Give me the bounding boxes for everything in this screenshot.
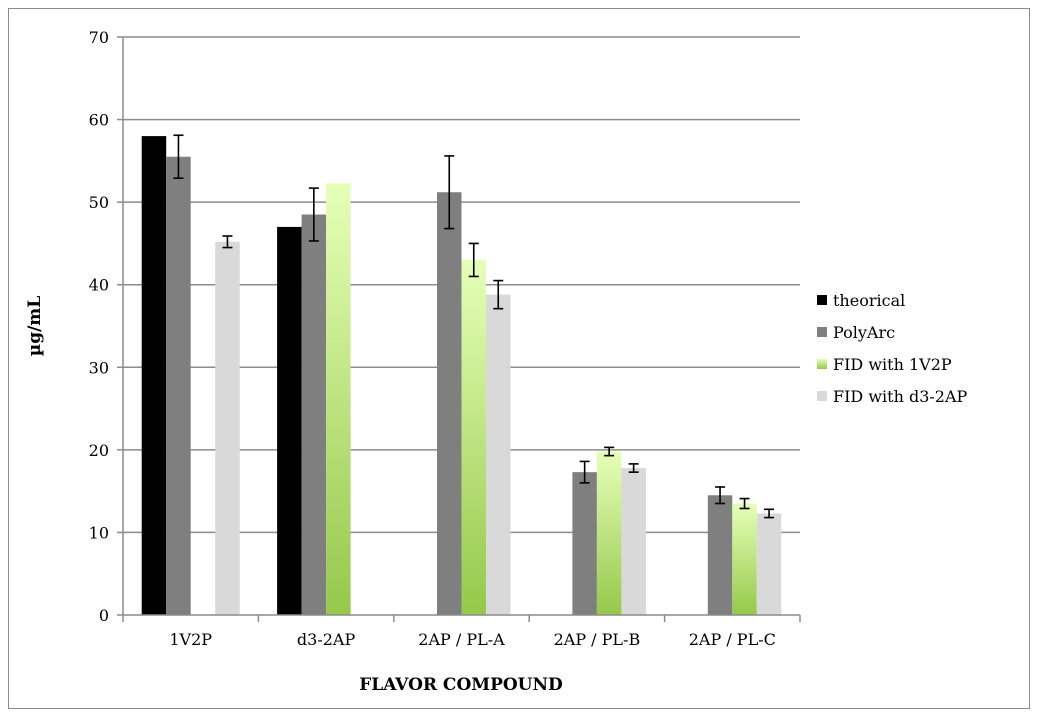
legend-label: theorical xyxy=(833,291,905,310)
y-tick-label: 70 xyxy=(89,28,109,47)
legend-swatch xyxy=(817,327,827,337)
bar-theorical xyxy=(141,136,167,616)
x-tick-label: d3-2AP xyxy=(297,630,356,649)
bar-polyarc xyxy=(437,192,462,615)
y-tick-label: 0 xyxy=(99,606,109,625)
legend-label: PolyArc xyxy=(833,323,895,342)
bar-fid-with-1v2p xyxy=(732,503,757,615)
legend-swatch xyxy=(817,391,827,401)
y-tick-label: 30 xyxy=(89,358,109,377)
bar-fid-with-d3-2ap xyxy=(621,468,646,615)
bar-fid-with-d3-2ap xyxy=(756,513,782,615)
bar-polyarc xyxy=(572,472,597,615)
legend-swatch xyxy=(817,295,827,305)
bar-polyarc xyxy=(301,214,327,615)
bar-fid-with-d3-2ap xyxy=(486,294,511,615)
bar-fid-with-d3-2ap xyxy=(215,241,240,615)
y-tick-label: 60 xyxy=(89,111,109,130)
axes: 0 10 20 30 40 50 60 70 1V2P d3-2AP 2AP / PL-A 2AP /… xyxy=(89,28,801,649)
legend-label: FID with 1V2P xyxy=(833,355,952,374)
bar-theorical xyxy=(277,226,302,615)
y-tick-label: 10 xyxy=(89,523,109,542)
x-tick-label: 1V2P xyxy=(169,630,212,649)
bar-fid-with-1v2p xyxy=(461,259,486,615)
y-tick-label: 20 xyxy=(89,441,109,460)
bar-fid-with-1v2p xyxy=(326,183,351,615)
x-tick-label: 2AP / PL-B xyxy=(554,630,641,649)
error-bars xyxy=(173,134,775,519)
bar-polyarc xyxy=(166,156,191,615)
legend-swatch xyxy=(817,359,827,369)
bars xyxy=(141,136,782,616)
x-tick-label: 2AP / PL-A xyxy=(418,630,505,649)
x-axis-title: FLAVOR COMPOUND xyxy=(359,675,563,695)
bar-fid-with-1v2p xyxy=(596,451,622,615)
bar-polyarc xyxy=(707,495,733,615)
y-tick-label: 50 xyxy=(89,193,109,212)
y-axis-title: µg/mL xyxy=(25,296,45,357)
y-tick-label: 40 xyxy=(89,276,109,295)
x-tick-label: 2AP / PL-C xyxy=(689,630,776,649)
legend-label: FID with d3-2AP xyxy=(833,387,968,406)
legend: theorical PolyArc FID with 1V2P FID with d3… xyxy=(817,291,968,406)
